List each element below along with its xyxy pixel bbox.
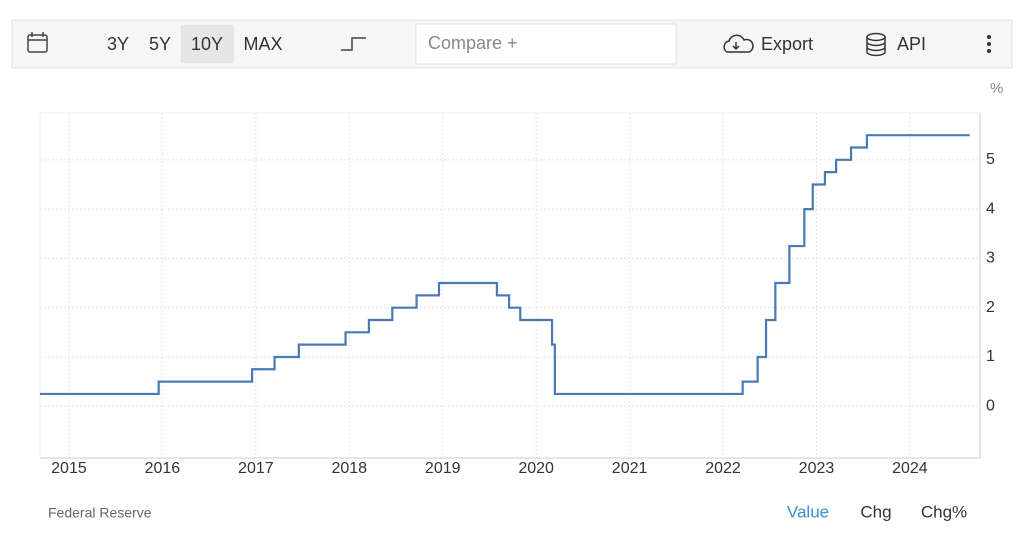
y-tick-label: 0 bbox=[986, 397, 995, 414]
x-tick-label: 2021 bbox=[612, 460, 648, 477]
y-tick-label: 3 bbox=[986, 250, 995, 267]
x-tick-label: 2023 bbox=[799, 460, 835, 477]
y-tick-label: 5 bbox=[986, 151, 995, 168]
mode-button[interactable]: Chg bbox=[860, 502, 891, 521]
x-tick-label: 2024 bbox=[892, 460, 928, 477]
range-active-bg bbox=[181, 25, 234, 63]
x-tick-label: 2020 bbox=[518, 460, 554, 477]
api-button[interactable]: API bbox=[897, 34, 926, 54]
compare-input[interactable] bbox=[415, 23, 677, 65]
range-button[interactable]: 3Y bbox=[107, 34, 129, 54]
x-tick-label: 2018 bbox=[331, 460, 367, 477]
chart-type-icon[interactable] bbox=[341, 37, 366, 51]
range-button[interactable]: 10Y bbox=[191, 34, 223, 54]
export-button[interactable]: Export bbox=[761, 34, 813, 54]
compare-placeholder: Compare + bbox=[428, 33, 518, 53]
x-tick-label: 2022 bbox=[705, 460, 741, 477]
y-unit: % bbox=[990, 80, 1003, 97]
mode-button[interactable]: Chg% bbox=[921, 502, 967, 521]
calendar-icon[interactable] bbox=[27, 32, 48, 53]
x-tick-label: 2017 bbox=[238, 460, 274, 477]
data-line bbox=[40, 134, 970, 396]
x-tick-label: 2019 bbox=[425, 460, 461, 477]
menu-icon[interactable] bbox=[987, 35, 991, 53]
x-tick-label: 2016 bbox=[145, 460, 181, 477]
x-tick-label: 2015 bbox=[51, 460, 87, 477]
api-icon[interactable] bbox=[866, 32, 886, 57]
range-button[interactable]: MAX bbox=[243, 34, 282, 54]
y-tick-label: 2 bbox=[986, 299, 995, 316]
mode-button[interactable]: Value bbox=[787, 502, 829, 521]
range-button[interactable]: 5Y bbox=[149, 34, 171, 54]
source: Federal Reserve bbox=[48, 505, 152, 521]
y-tick-label: 1 bbox=[986, 348, 995, 365]
export-icon[interactable] bbox=[723, 34, 754, 53]
y-tick-label: 4 bbox=[986, 200, 995, 217]
